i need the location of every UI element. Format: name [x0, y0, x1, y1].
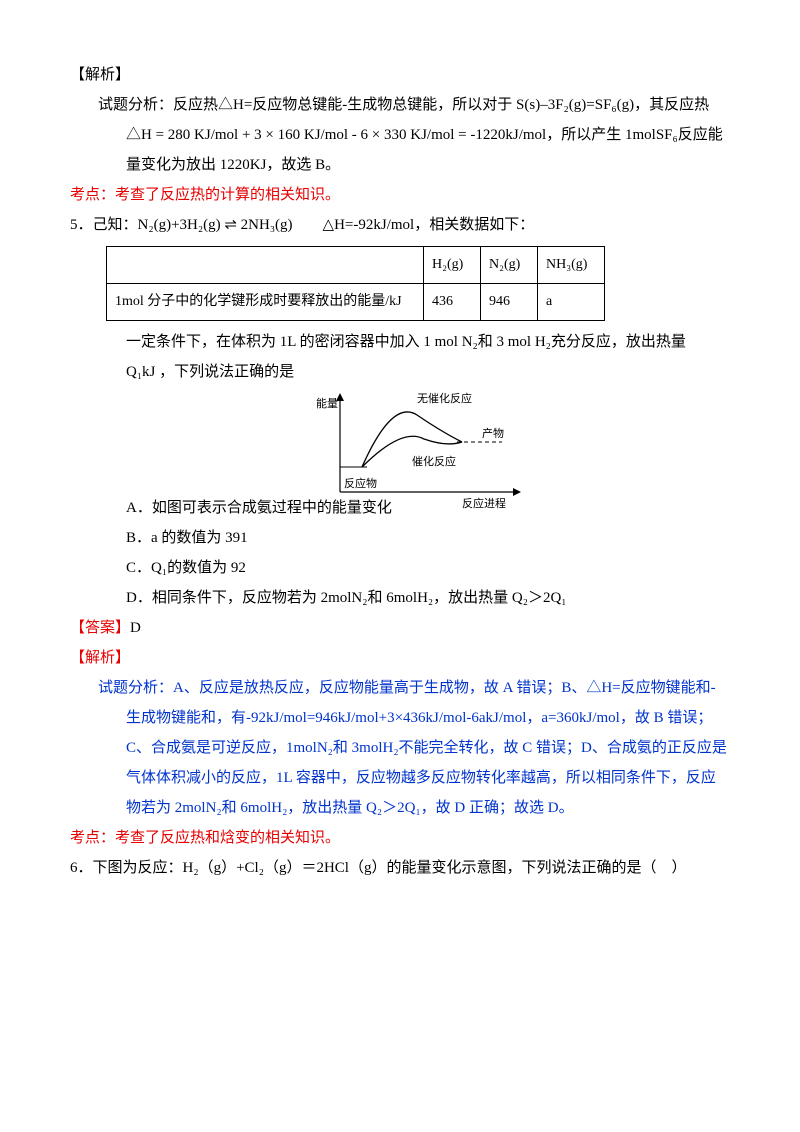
answer-label: 【答案】 [70, 620, 130, 636]
question-6: 6．下图为反应：H₂（g）+Cl₂（g）＝2HCl（g）的能量变化示意图，下列说… [70, 853, 730, 883]
cell: NH₃(g) [538, 247, 605, 284]
q-num: 6． [70, 860, 93, 876]
analysis-header-2: 【解析】 [70, 643, 730, 673]
option-b: B．a 的数值为 391 [70, 523, 730, 553]
cell: H₂(g) [424, 247, 481, 284]
table-row: H₂(g) N₂(g) NH₃(g) [107, 247, 605, 284]
reactant-label: 反应物 [344, 476, 377, 490]
q5-context2: Q₁kJ ，下列说法正确的是 [70, 357, 730, 387]
cell: a [538, 284, 605, 321]
x-axis-label: 反应进程 [462, 496, 506, 510]
cat-label: 催化反应 [412, 454, 456, 468]
answer-value: D [130, 620, 141, 636]
label: 【解析】 [70, 67, 130, 83]
answer-line: 【答案】D [70, 613, 730, 643]
cell: 1mol 分子中的化学键形成时要释放出的能量/kJ [107, 284, 424, 321]
cell [107, 247, 424, 284]
option-d: D．相同条件下，反应物若为 2molN₂和 6molH₂，放出热量 Q₂＞2Q₁ [70, 583, 730, 613]
q-stem: 下图为反应：H₂（g）+Cl₂（g）＝2HCl（g）的能量变化示意图，下列说法正… [93, 860, 687, 876]
analysis-2: 试题分析：A、反应是放热反应，反应物能量高于生成物，故 A 错误；B、△H=反应… [70, 673, 730, 823]
data-table: H₂(g) N₂(g) NH₃(g) 1mol 分子中的化学键形成时要释放出的能… [106, 246, 605, 321]
q5-context: 一定条件下，在体积为 1L 的密闭容器中加入 1 mol N₂和 3 mol H… [70, 327, 730, 357]
product-label: 产物 [482, 426, 504, 440]
cell: 946 [481, 284, 538, 321]
table-row: 1mol 分子中的化学键形成时要释放出的能量/kJ 436 946 a [107, 284, 605, 321]
option-c: C．Q₁的数值为 92 [70, 553, 730, 583]
analysis-1: 试题分析：反应热△H=反应物总键能-生成物总键能，所以对于 S(s)–3F₂(g… [70, 90, 730, 180]
no-cat-label: 无催化反应 [417, 391, 472, 405]
analysis-header: 【解析】 [70, 60, 730, 90]
y-axis-label: 能量 [316, 396, 338, 410]
question-5: 5．己知：N₂(g)+3H₂(g) ⇌ 2NH₃(g) △H=-92kJ/mol… [70, 210, 730, 240]
cell: N₂(g) [481, 247, 538, 284]
exam-point-2: 考点：考查了反应热和焓变的相关知识。 [70, 823, 730, 853]
q-stem: 己知：N₂(g)+3H₂(g) ⇌ 2NH₃(g) △H=-92kJ/mol，相… [93, 217, 535, 233]
exam-point-1: 考点：考查了反应热的计算的相关知识。 [70, 180, 730, 210]
cell: 436 [424, 284, 481, 321]
q-num: 5． [70, 217, 93, 233]
